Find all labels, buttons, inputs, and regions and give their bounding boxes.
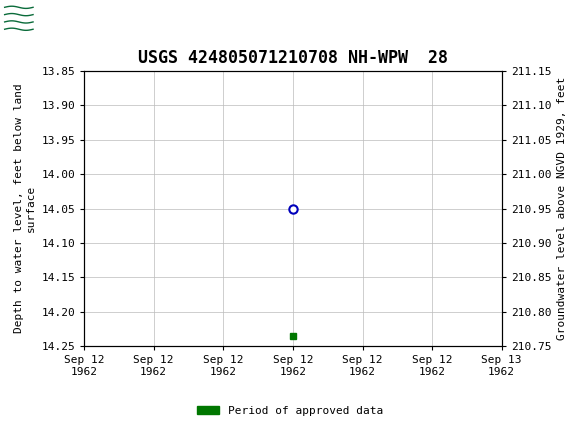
Text: USGS: USGS [39,9,95,27]
Bar [3,3,35,34]
Y-axis label: Depth to water level, feet below land
surface: Depth to water level, feet below land su… [14,84,36,333]
Title: USGS 424805071210708 NH-WPW  28: USGS 424805071210708 NH-WPW 28 [138,49,448,67]
Legend: Period of approved data: Period of approved data [193,401,387,420]
Y-axis label: Groundwater level above NGVD 1929, feet: Groundwater level above NGVD 1929, feet [557,77,567,340]
